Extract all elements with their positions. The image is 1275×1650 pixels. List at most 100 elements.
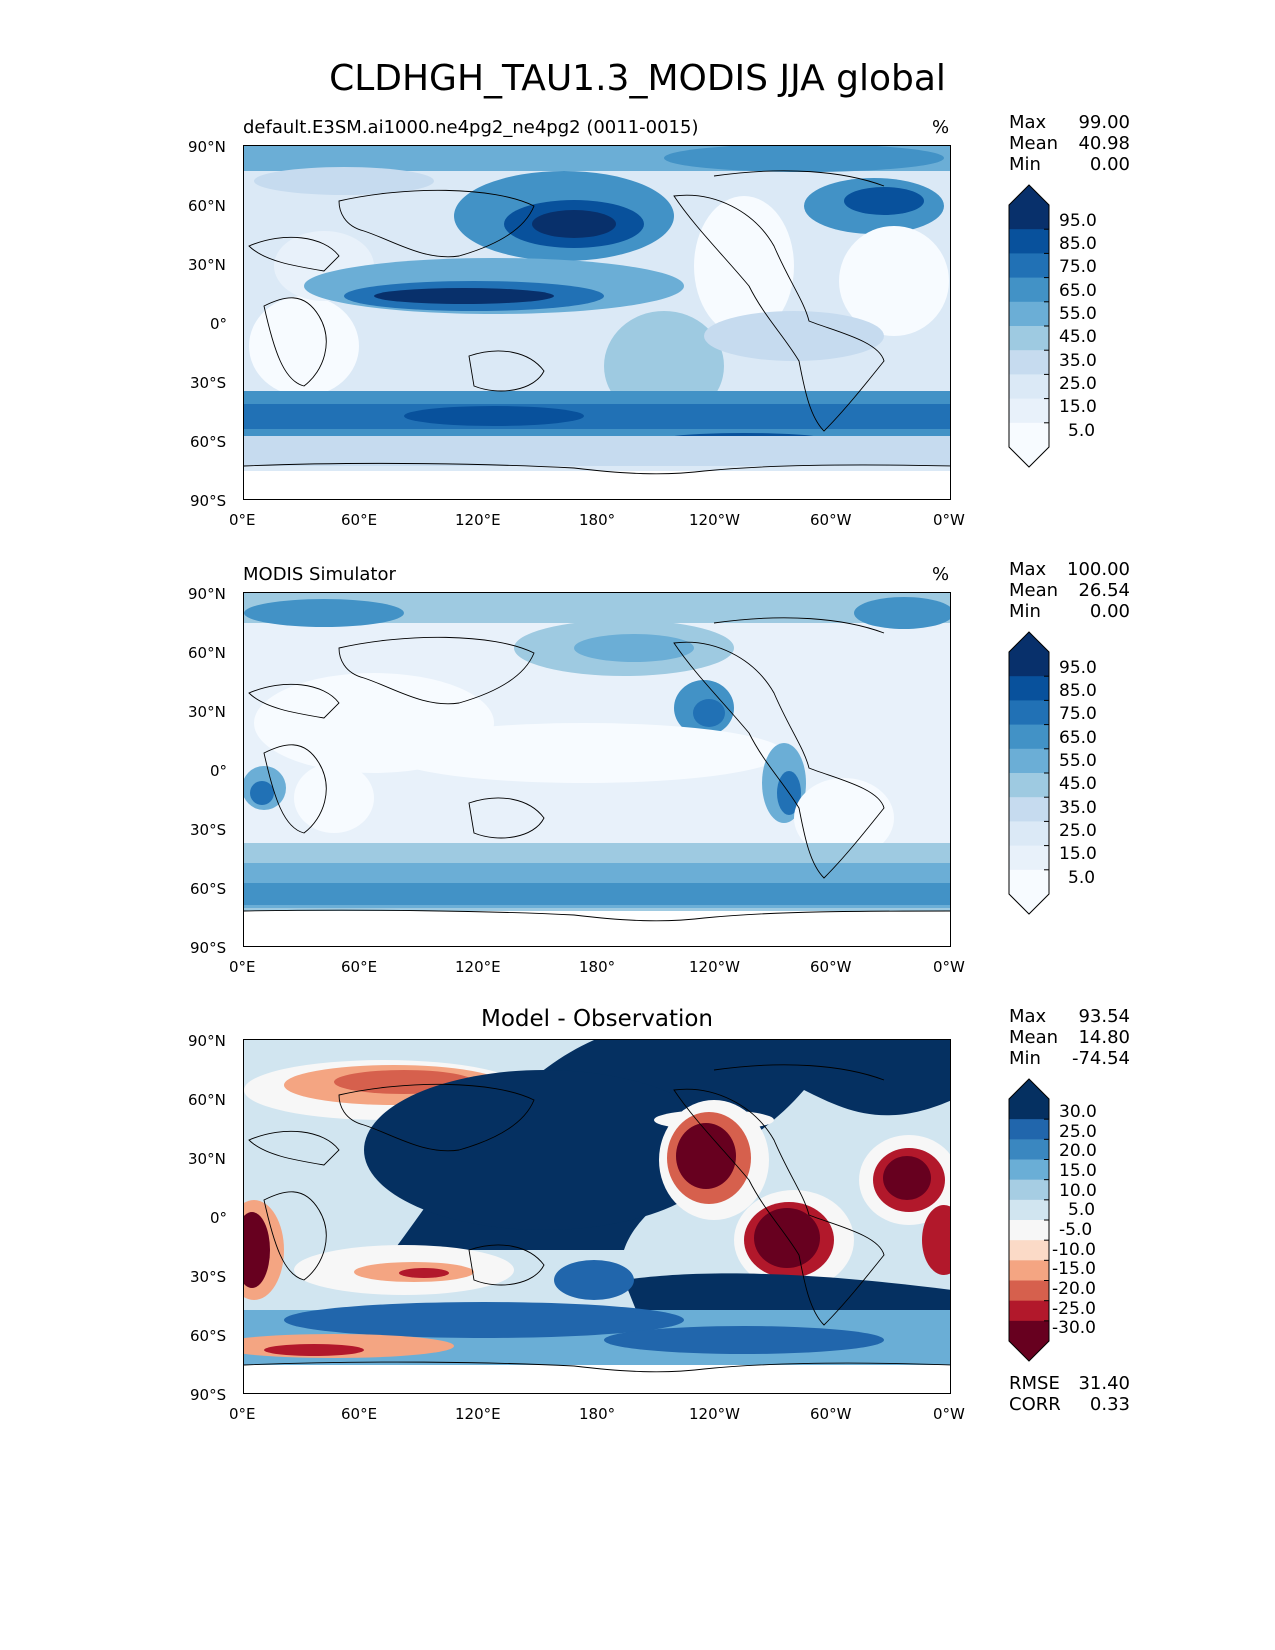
colorbar-difference bbox=[1008, 1078, 1050, 1362]
lon-tick: 60°W bbox=[810, 511, 852, 529]
colorbar-tick-label: 20.0 bbox=[1059, 1141, 1097, 1161]
lat-tick: 0° bbox=[210, 1209, 228, 1227]
lon-tick: 0°E bbox=[229, 1405, 256, 1423]
stat-max-label: Max bbox=[1009, 112, 1047, 133]
colorbar-outline bbox=[1008, 184, 1050, 468]
colorbar-tick-label: 65.0 bbox=[1059, 281, 1097, 301]
colorbar-tick-label: 35.0 bbox=[1059, 798, 1097, 818]
colorbar-swatch bbox=[1009, 1199, 1049, 1221]
lat-tick: 30°N bbox=[188, 1150, 226, 1168]
panel-title: default.E3SM.ai1000.ne4pg2_ne4pg2 (0011-… bbox=[243, 117, 699, 138]
colorbar-swatch bbox=[1009, 301, 1049, 327]
colorbar-tick-label: 5.0 bbox=[1068, 868, 1096, 888]
colorbar-tick-label: 15.0 bbox=[1059, 844, 1097, 864]
colorbar-swatch bbox=[1009, 229, 1049, 254]
lat-tick: 60°N bbox=[188, 197, 226, 215]
lat-tick: 90°S bbox=[190, 492, 227, 510]
colorbar-tick-label: 30.0 bbox=[1059, 1102, 1097, 1122]
lon-tick: 120°W bbox=[689, 1405, 740, 1423]
colorbar-swatch bbox=[1009, 845, 1049, 871]
colorbar-swatch bbox=[1009, 821, 1049, 847]
colorbar-tick-label: 10.0 bbox=[1059, 1181, 1097, 1201]
colorbar-swatch bbox=[1009, 277, 1049, 303]
colorbar-swatch bbox=[1009, 253, 1049, 279]
stat-max-label: Max bbox=[1009, 559, 1047, 580]
colorbar-swatch bbox=[1009, 1099, 1049, 1120]
lat-tick: 30°N bbox=[188, 256, 226, 274]
colorbar-extend-top bbox=[1009, 185, 1049, 205]
colorbar-tick-label: 95.0 bbox=[1059, 211, 1097, 231]
colorbar-swatch bbox=[1009, 748, 1049, 774]
stat-min-value: 0.00 bbox=[1089, 154, 1130, 175]
colorbar-extend-bottom bbox=[1009, 447, 1049, 467]
lat-tick: 0° bbox=[210, 315, 228, 333]
lon-tick: 180° bbox=[579, 1405, 616, 1423]
colorbar-tick-label: -5.0 bbox=[1059, 1220, 1093, 1240]
colorbar-swatch bbox=[1009, 797, 1049, 822]
lat-tick: 60°N bbox=[188, 1091, 226, 1109]
stat-max-value: 99.00 bbox=[1078, 112, 1130, 133]
colorbar-extend-bottom bbox=[1009, 1341, 1049, 1361]
colorbar-swatch bbox=[1009, 1260, 1049, 1282]
colorbar-swatch bbox=[1009, 1119, 1049, 1140]
colorbar-swatch bbox=[1009, 374, 1049, 400]
stat-max-label: Max bbox=[1009, 1006, 1047, 1027]
lat-tick: 90°N bbox=[188, 138, 226, 156]
colorbar-tick-label: 45.0 bbox=[1059, 327, 1097, 347]
colorbar-tick-label: 5.0 bbox=[1068, 1200, 1096, 1220]
colorbar-swatch bbox=[1009, 422, 1049, 448]
lat-tick: 90°S bbox=[190, 939, 227, 957]
panel-title: MODIS Simulator bbox=[243, 564, 396, 585]
colorbar-reference bbox=[1008, 631, 1050, 915]
colorbar-swatch bbox=[1009, 1139, 1049, 1161]
lon-tick: 0°W bbox=[933, 958, 965, 976]
colorbar-tick-label: 5.0 bbox=[1068, 421, 1096, 441]
lat-tick: 60°S bbox=[190, 1327, 227, 1345]
stat-min-label: Min bbox=[1009, 154, 1041, 175]
lon-tick: 120°E bbox=[455, 1405, 501, 1423]
lat-tick: 60°N bbox=[188, 644, 226, 662]
colorbar-tick-label: 25.0 bbox=[1059, 1122, 1097, 1142]
colorbar-swatch bbox=[1009, 700, 1049, 726]
colorbar-tick-label: -15.0 bbox=[1052, 1259, 1096, 1279]
colorbar-tick-label: 55.0 bbox=[1059, 304, 1097, 324]
stat-max-value: 100.00 bbox=[1067, 559, 1130, 580]
stat-mean-value: 40.98 bbox=[1078, 133, 1130, 154]
lat-tick: 0° bbox=[210, 762, 228, 780]
stat-min-value: -74.54 bbox=[1071, 1048, 1130, 1069]
colorbar-swatch bbox=[1009, 869, 1049, 895]
map-test bbox=[243, 145, 951, 500]
stat-corr-label: CORR bbox=[1009, 1394, 1061, 1415]
colorbar-tick-label: -10.0 bbox=[1052, 1240, 1096, 1260]
colorbar-swatch bbox=[1009, 773, 1049, 798]
stat-min-label: Min bbox=[1009, 601, 1041, 622]
colorbar-tick-label: -30.0 bbox=[1052, 1318, 1096, 1338]
lon-tick: 60°E bbox=[341, 958, 378, 976]
lon-tick: 120°W bbox=[689, 958, 740, 976]
lat-tick: 60°S bbox=[190, 433, 227, 451]
units-label: % bbox=[932, 117, 950, 138]
colorbar-extend-bottom bbox=[1009, 894, 1049, 914]
stat-mean-value: 14.80 bbox=[1078, 1027, 1130, 1048]
lon-tick: 60°W bbox=[810, 1405, 852, 1423]
colorbar-test bbox=[1008, 184, 1050, 468]
lon-tick: 0°E bbox=[229, 511, 256, 529]
colorbar-swatch bbox=[1009, 398, 1049, 424]
lon-tick: 0°W bbox=[933, 1405, 965, 1423]
stat-max-value: 93.54 bbox=[1078, 1006, 1130, 1027]
colorbar-tick-label: 85.0 bbox=[1059, 681, 1097, 701]
colorbar-tick-label: -25.0 bbox=[1052, 1299, 1096, 1319]
colorbar-swatch bbox=[1009, 326, 1049, 351]
lon-tick: 0°E bbox=[229, 958, 256, 976]
lat-tick: 30°S bbox=[190, 1268, 227, 1286]
colorbar-outline bbox=[1008, 1078, 1050, 1362]
field-reference bbox=[244, 593, 950, 946]
lon-tick: 120°W bbox=[689, 511, 740, 529]
lat-tick: 90°N bbox=[188, 1032, 226, 1050]
colorbar-tick-label: 75.0 bbox=[1059, 257, 1097, 277]
panel-title: Model - Observation bbox=[480, 1006, 714, 1032]
colorbar-swatch bbox=[1009, 1280, 1049, 1302]
map-difference bbox=[243, 1039, 951, 1394]
colorbar-swatch bbox=[1009, 724, 1049, 750]
colorbar-swatch bbox=[1009, 1220, 1049, 1241]
